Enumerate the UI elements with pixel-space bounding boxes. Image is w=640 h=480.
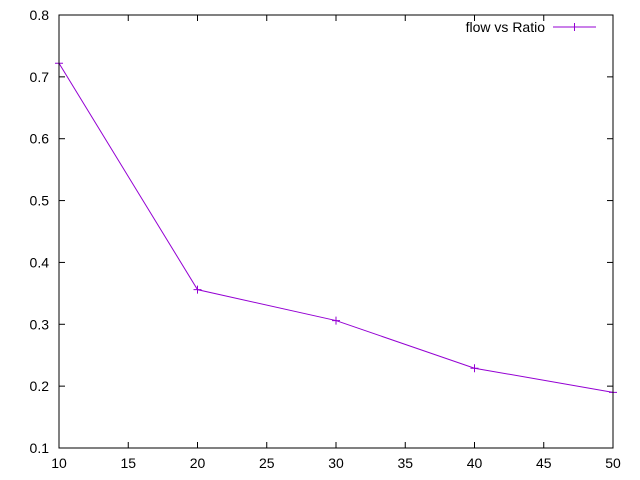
tick-labels: 10 15 20 25 30 35 40 45 50 0.1 0.2 0.3 0.4 0.5 0.6 0.7 0… [30, 7, 621, 471]
y-tick-label: 0.6 [30, 131, 50, 147]
plot-border [58, 14, 614, 449]
x-tick-label: 10 [51, 455, 67, 471]
x-tick-label: 30 [328, 455, 344, 471]
data-point [332, 316, 340, 325]
x-tick-label: 40 [467, 455, 483, 471]
x-tick-label: 50 [605, 455, 621, 471]
x-tick-label: 45 [536, 455, 552, 471]
y-tick-label: 0.8 [30, 7, 50, 23]
series-line [58, 62, 614, 393]
y-tick-label: 0.3 [30, 316, 50, 332]
y-tick-label: 0.2 [30, 378, 50, 394]
legend-label: flow vs Ratio [466, 19, 546, 35]
data-point [193, 285, 202, 294]
y-tick-label: 0.1 [30, 440, 50, 456]
y-tick-label: 0.4 [30, 254, 50, 270]
data-point [470, 364, 479, 373]
y-tick-label: 0.5 [30, 193, 50, 209]
legend: flow vs Ratio [466, 19, 596, 35]
series-layer [55, 59, 617, 397]
y-tick-label: 0.7 [30, 69, 50, 85]
legend-marker [570, 23, 579, 31]
x-tick-label: 20 [190, 455, 206, 471]
axis-ticks [58, 14, 614, 449]
x-tick-label: 35 [397, 455, 413, 471]
x-tick-label: 15 [120, 455, 136, 471]
x-tick-label: 25 [259, 455, 275, 471]
